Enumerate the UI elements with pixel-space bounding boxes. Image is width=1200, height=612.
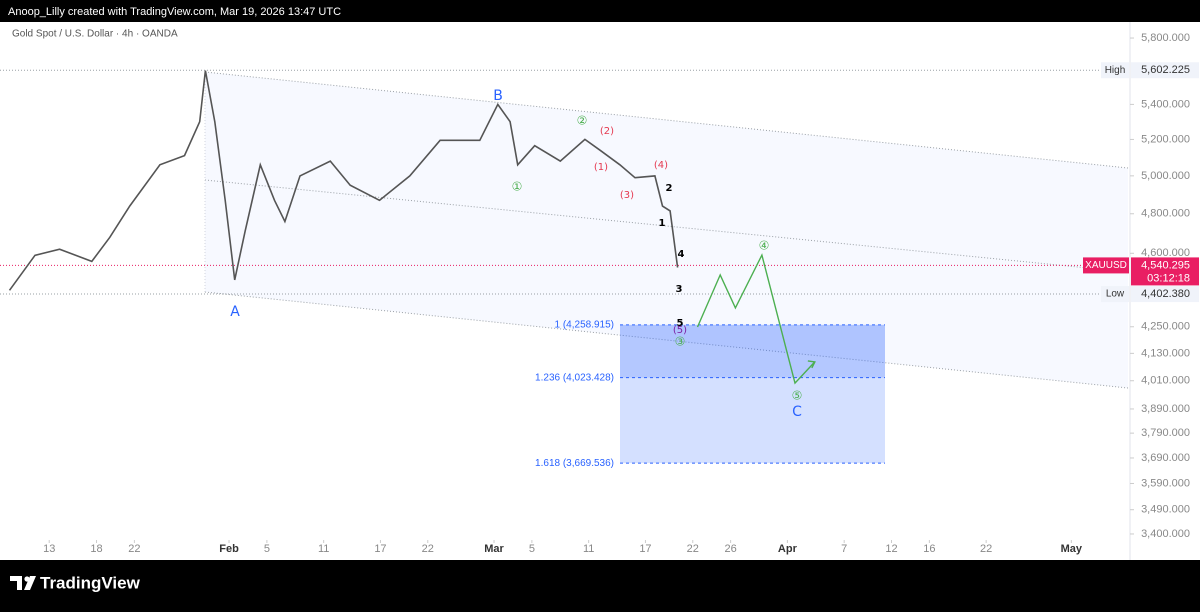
price-tag-name-box [1101,286,1129,303]
chart-area [0,22,1200,560]
y-tick-label: 4,130.000 [1141,347,1190,359]
x-tick-label: 12 [885,543,897,555]
price-tag-value-box [1131,257,1199,286]
y-tick-label: 5,200.000 [1141,133,1190,145]
x-tick-label: 7 [841,543,847,555]
y-tick-label: 5,000.000 [1141,170,1190,182]
x-tick-label: 16 [923,543,935,555]
y-tick-label: 5,800.000 [1141,32,1190,44]
header-text: Anoop_Lilly created with TradingView.com… [8,6,341,18]
y-tick-label: 4,250.000 [1141,321,1190,333]
price-line-series [8,70,679,291]
wave-label: ④ [759,239,770,253]
x-tick-label: 26 [724,543,736,555]
x-tick-label: 18 [90,543,102,555]
price-tag-value: 5,602.225 [1141,64,1190,76]
chart-title: Gold Spot / U.S. Dollar · 4h · OANDA [12,29,178,40]
x-tick-label: Mar [484,543,504,555]
price-tag-value: 4,540.295 [1141,259,1190,271]
x-tick-label: 17 [374,543,386,555]
wave-label: ③ [675,335,686,349]
x-tick-label: 22 [422,543,434,555]
fib-label: 1.236 (4,023.428) [535,372,614,383]
y-tick-label: 5,400.000 [1141,98,1190,110]
y-tick-label: 4,800.000 [1141,208,1190,220]
projection-line [696,253,816,385]
y-tick-label: 3,890.000 [1141,403,1190,415]
x-tick-label: 22 [980,543,992,555]
price-tag-countdown: 03:12:18 [1147,272,1190,284]
x-tick-label: 11 [583,543,594,555]
wave-label: ⑤ [792,389,803,403]
header-bar [0,0,1200,22]
channel-fill [205,72,1128,388]
price-tag-name: XAUUSD [1085,260,1127,271]
wave-label: (1) [594,162,608,173]
price-tag-name: Low [1106,289,1125,300]
y-tick-label: 3,690.000 [1141,452,1190,464]
price-tag-value-box [1131,62,1199,79]
price-tag-name: High [1105,65,1126,76]
footer-bar [0,560,1200,607]
x-tick-label: Apr [778,543,798,555]
y-tick-label: 3,590.000 [1141,477,1190,489]
wave-label: (3) [620,190,634,201]
x-tick-label: Feb [219,543,239,555]
wave-label: (4) [654,160,668,171]
wave-label: ① [512,180,523,194]
price-tag-value-box [1131,286,1199,303]
wave-label: ② [577,114,588,128]
wave-label: (2) [600,126,614,137]
wave-label: A [230,304,240,320]
y-tick-label: 3,490.000 [1141,504,1190,516]
y-tick-label: 3,790.000 [1141,427,1190,439]
wave-label: 5 [677,318,684,329]
x-tick-label: May [1061,543,1083,555]
wave-label: (5) [673,325,687,336]
y-tick-label: 4,010.000 [1141,375,1190,387]
x-tick-label: 17 [639,543,651,555]
x-tick-label: 11 [318,543,329,555]
brand-logo-dot [24,576,30,582]
fib-zone-far [620,377,885,464]
x-tick-label: 5 [529,543,535,555]
x-tick-label: 22 [128,543,140,555]
wave-label: C [792,404,802,420]
fib-label: 1 (4,258.915) [555,319,615,330]
y-tick-label: 3,400.000 [1141,528,1190,540]
price-tag-name-box [1101,62,1129,79]
fib-zone-near [620,324,885,378]
x-tick-label: 22 [687,543,699,555]
wave-label: 1 [659,218,666,229]
price-tag-name-box [1083,257,1129,274]
wave-label: 2 [666,183,673,194]
y-tick-label: 4,600.000 [1141,247,1190,259]
price-tag-value: 4,402.380 [1141,288,1190,300]
fib-label: 1.618 (3,669.536) [535,458,614,469]
wave-label: 4 [678,249,685,260]
wave-label: B [493,88,503,104]
x-tick-label: 13 [43,543,55,555]
x-tick-label: 5 [264,543,270,555]
wave-label: 3 [676,284,683,295]
brand-name: TradingView [40,573,141,592]
arrow-head [807,360,816,369]
